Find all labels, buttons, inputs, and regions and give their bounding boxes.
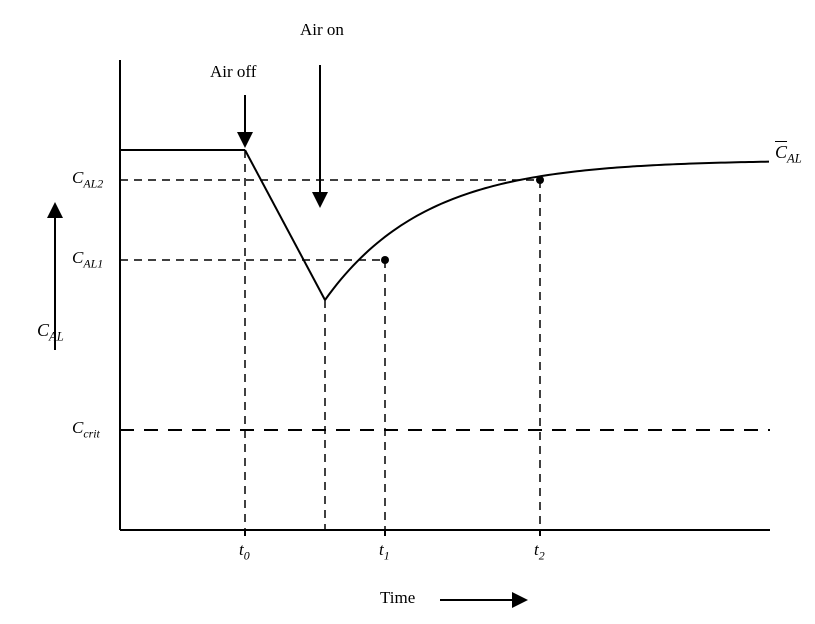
label-c-al2: CAL2 (72, 168, 103, 191)
label-air-on: Air on (300, 20, 344, 40)
label-air-off: Air off (210, 62, 256, 82)
label-c-al-bar: CAL (775, 142, 802, 167)
y-axis-title: CAL (37, 320, 64, 345)
label-t0: t0 (239, 540, 250, 563)
label-t1: t1 (379, 540, 390, 563)
x-axis-title: Time (380, 588, 415, 608)
chart-container: Air off Air on CAL2 CAL1 Ccrit CAL CAL t… (0, 0, 815, 624)
chart-svg (0, 0, 815, 624)
label-c-al1: CAL1 (72, 248, 103, 271)
label-c-crit: Ccrit (72, 418, 100, 441)
label-t2: t2 (534, 540, 545, 563)
